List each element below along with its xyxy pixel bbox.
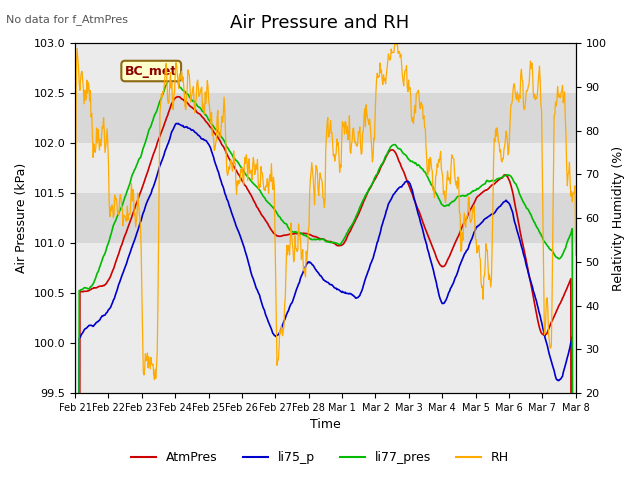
X-axis label: Time: Time (310, 419, 340, 432)
Legend: AtmPres, li75_p, li77_pres, RH: AtmPres, li75_p, li77_pres, RH (126, 446, 514, 469)
Text: Air Pressure and RH: Air Pressure and RH (230, 14, 410, 33)
Y-axis label: Air Pressure (kPa): Air Pressure (kPa) (15, 163, 28, 273)
Text: No data for f_AtmPres: No data for f_AtmPres (6, 14, 129, 25)
Y-axis label: Relativity Humidity (%): Relativity Humidity (%) (612, 145, 625, 290)
Bar (75, 193, 576, 243)
Text: BC_met: BC_met (125, 64, 177, 77)
Bar (75, 93, 576, 143)
